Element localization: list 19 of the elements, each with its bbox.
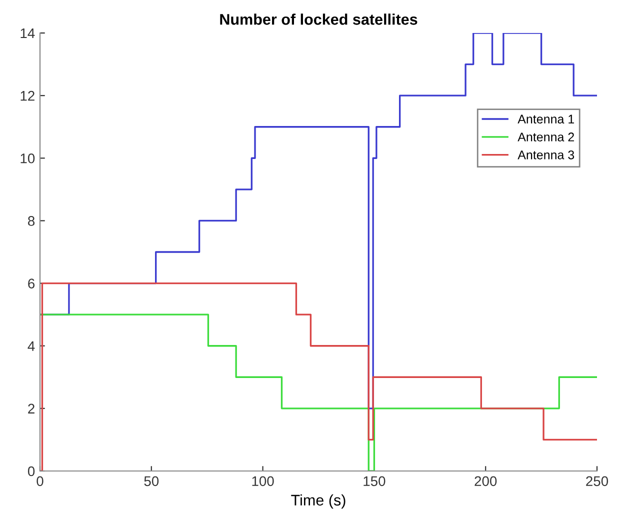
x-tick-label: 0 (36, 476, 44, 486)
y-tick-label: 12 (20, 90, 34, 101)
y-tick-label: 0 (28, 466, 35, 476)
x-tick-label: 250 (586, 476, 608, 486)
x-tick-label: 150 (364, 476, 386, 486)
y-tick-label: 6 (28, 278, 35, 288)
legend-label: Antenna 1 (518, 114, 574, 124)
legend-label: Antenna 2 (518, 132, 574, 142)
x-tick-label: 50 (144, 476, 159, 486)
y-tick-label: 4 (28, 341, 35, 351)
legend-label: Antenna 3 (518, 150, 574, 160)
x-tick-label: 200 (474, 476, 497, 486)
x-axis-title: Time (s) (291, 494, 346, 509)
y-tick-label: 10 (20, 153, 35, 164)
chart-title: Number of locked satellites (220, 14, 418, 25)
x-tick-label: 100 (252, 476, 274, 486)
y-tick-label: 2 (28, 404, 34, 414)
y-tick-label: 8 (28, 216, 35, 226)
y-tick-label: 14 (20, 28, 35, 38)
